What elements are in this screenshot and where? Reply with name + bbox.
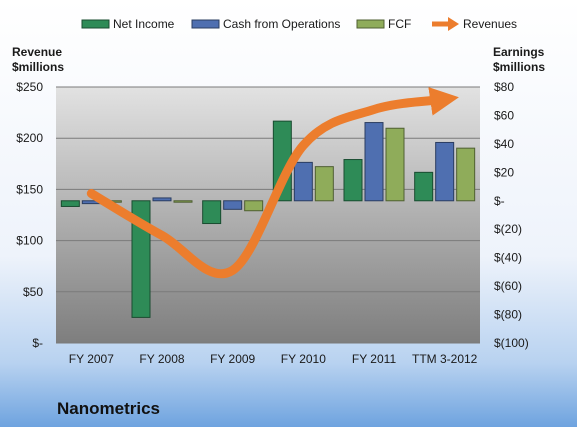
left-axis-title-line1: Revenue	[12, 45, 62, 59]
bar-fcf	[314, 166, 334, 202]
right-tick-label: $(100)	[494, 336, 529, 350]
legend-label: Cash from Operations	[223, 17, 340, 31]
bar-cash-from-operations	[435, 141, 455, 202]
bar-net-income	[414, 171, 434, 202]
left-tick-label: $50	[23, 285, 43, 299]
bar-cash-from-operations	[364, 122, 384, 202]
bars	[60, 120, 476, 318]
x-tick-label: FY 2010	[281, 352, 326, 366]
revenue-line-path	[86, 87, 459, 279]
right-tick-label: $80	[494, 80, 514, 94]
left-tick-label: $150	[16, 182, 43, 196]
x-tick-label: FY 2007	[69, 352, 114, 366]
bar-net-income	[343, 159, 363, 202]
right-tick-label: $-	[494, 194, 505, 208]
bar-net-income	[60, 200, 80, 207]
bar-fcf	[244, 200, 264, 212]
company-name: Nanometrics	[57, 399, 160, 418]
right-tick-label: $40	[494, 137, 514, 151]
left-tick-label: $-	[32, 336, 43, 350]
right-tick-label: $60	[494, 108, 514, 122]
legend-swatch-net-income	[81, 19, 110, 29]
legend-arrow-icon	[448, 17, 459, 31]
right-tick-label: $(80)	[494, 308, 522, 322]
left-tick-label: $200	[16, 131, 43, 145]
revenue-line	[86, 87, 459, 279]
x-tick-label: FY 2008	[139, 352, 184, 366]
right-tick-label: $(40)	[494, 251, 522, 265]
bar-fcf	[173, 200, 193, 203]
left-axis-title-line2: $millions	[12, 60, 64, 74]
x-tick-label: TTM 3-2012	[412, 352, 478, 366]
legend-swatch-cash-from-operations	[191, 19, 220, 29]
bar-fcf	[385, 127, 405, 202]
right-tick-label: $(20)	[494, 222, 522, 236]
legend-label: FCF	[388, 17, 411, 31]
legend-swatch-fcf	[356, 19, 385, 29]
right-axis-title-line1: Earnings	[493, 45, 545, 59]
bar-cash-from-operations	[223, 200, 243, 210]
legend-label: Net Income	[113, 17, 175, 31]
left-tick-label: $250	[16, 80, 43, 94]
gridlines	[56, 86, 480, 344]
legend: Net Income Cash from Operations FCF Revenue…	[81, 17, 517, 31]
right-axis-title-line2: $millions	[493, 60, 545, 74]
bar-cash-from-operations	[152, 197, 172, 202]
left-axis-ticks: $- $50 $100 $150 $200 $250	[16, 80, 43, 350]
right-axis-ticks: $(100) $(80) $(60) $(40) $(20) $- $20 $40 $60 $80	[494, 80, 529, 350]
right-tick-label: $20	[494, 165, 514, 179]
right-tick-label: $(60)	[494, 279, 522, 293]
bar-net-income	[202, 200, 222, 225]
bar-cash-from-operations	[293, 161, 313, 202]
x-tick-label: FY 2009	[210, 352, 255, 366]
bar-fcf	[456, 147, 476, 202]
x-axis-ticks: FY 2007 FY 2008 FY 2009 FY 2010 FY 2011 TTM 3…	[69, 352, 478, 366]
left-tick-label: $100	[16, 234, 43, 248]
x-tick-label: FY 2011	[352, 352, 397, 366]
legend-label: Revenues	[463, 17, 517, 31]
